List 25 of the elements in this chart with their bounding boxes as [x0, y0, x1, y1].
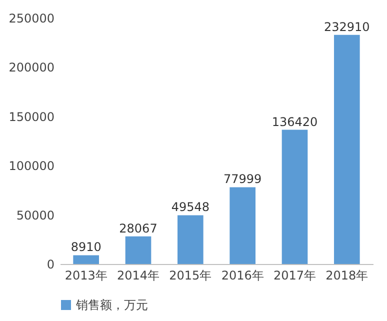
y-tick-label: 150000	[8, 110, 54, 124]
data-label: 28067	[119, 221, 158, 236]
data-label: 77999	[223, 172, 262, 186]
x-tick-label: 2018年	[326, 268, 368, 282]
bar	[282, 130, 308, 264]
y-tick-label: 0	[46, 258, 54, 272]
bar	[73, 255, 99, 264]
data-label: 136420	[272, 114, 318, 129]
bar	[334, 34, 360, 264]
data-label: 232910	[324, 20, 370, 34]
bar	[125, 236, 152, 264]
x-tick-label: 2014年	[116, 268, 160, 282]
y-tick-label: 50000	[16, 208, 54, 222]
legend-label: 销售额，万元	[75, 298, 148, 312]
data-label: 49548	[171, 200, 210, 214]
data-label: 8910	[70, 240, 102, 254]
bar	[230, 187, 256, 264]
x-tick-label: 2015年	[169, 268, 212, 282]
x-tick-label: 2016年	[221, 268, 264, 282]
x-tick-label: 2017年	[273, 268, 316, 282]
y-tick-label: 100000	[8, 159, 54, 174]
y-tick-label: 250000	[8, 12, 54, 26]
bar	[178, 215, 204, 264]
x-tick-label: 2013年	[64, 268, 108, 282]
y-tick-label: 200000	[8, 60, 54, 75]
